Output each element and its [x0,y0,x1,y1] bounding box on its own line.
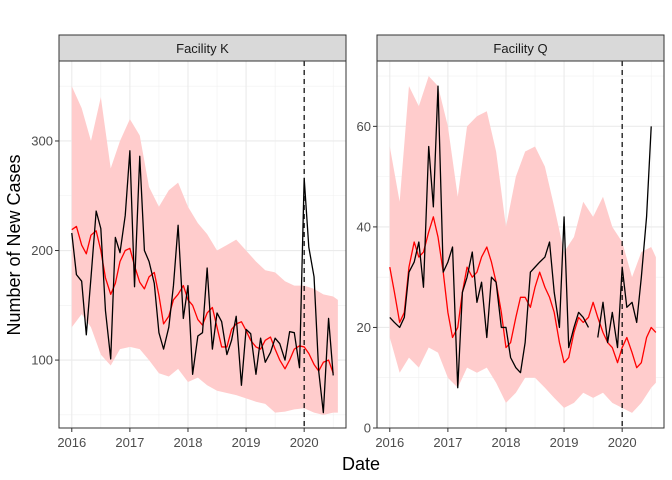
prediction-interval-band [389,76,656,413]
x-tick-label: 2020 [608,435,637,450]
x-tick-label: 2017 [433,435,462,450]
x-tick-label: 2019 [550,435,579,450]
x-axis-title: Date [342,454,380,474]
y-tick-label: 0 [364,421,371,436]
y-tick-label: 300 [31,133,53,148]
x-tick-label: 2018 [174,435,203,450]
x-tick-label: 2020 [290,435,319,450]
observed-series-line [389,85,590,389]
x-tick-label: 2016 [375,435,404,450]
panel-strip [58,34,347,62]
y-tick-label: 40 [357,219,371,234]
y-tick-label: 100 [31,353,53,368]
x-tick-label: 2019 [232,435,261,450]
panel-border [58,60,347,429]
fitted-series-line [389,216,657,369]
observed-series-line [597,126,652,349]
panel-facility-q: Facility Q 0 20 40 60 2016 2017 2018 2019 2020 [357,34,665,450]
panel-strip [376,34,665,62]
prediction-interval-band [71,86,338,415]
observed-series-line [71,150,334,414]
panel-border [376,60,665,429]
x-tick-label: 2017 [115,435,144,450]
x-tick-label: 2018 [492,435,521,450]
x-tick-label: 2016 [57,435,86,450]
panel-facility-k: Facility K 100 200 300 2016 2017 2018 2019 2020 [31,34,347,450]
y-tick-label: 20 [357,320,371,335]
y-tick-label: 60 [357,119,371,134]
panel-title: Facility K [176,41,229,56]
panel-title: Facility Q [493,41,547,56]
y-axis-title: Number of New Cases [4,154,24,335]
y-tick-label: 200 [31,243,53,258]
